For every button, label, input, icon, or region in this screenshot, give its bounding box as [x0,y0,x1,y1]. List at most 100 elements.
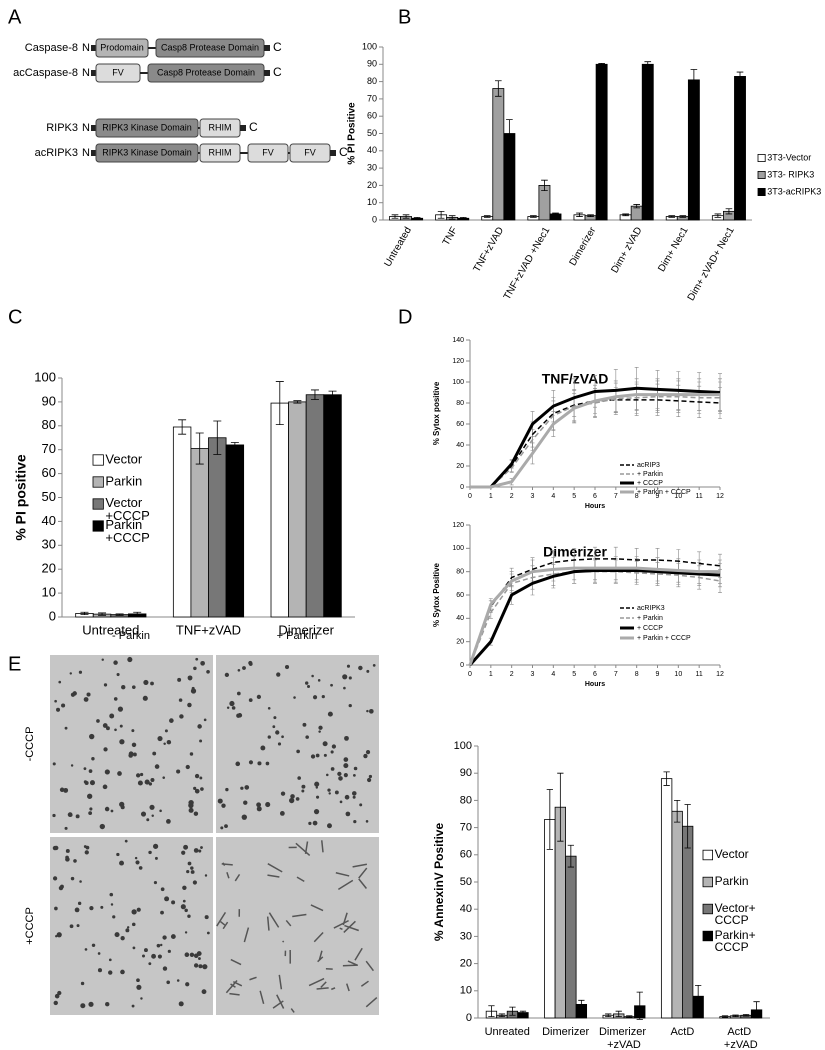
panel-label: B [398,6,411,28]
error-bar [328,390,337,399]
cell [278,974,283,990]
y-axis-label: % PI Positive [347,102,358,165]
y-tick-label: 60 [367,111,377,121]
error-bar [402,214,410,219]
cell [141,954,146,958]
x-tick-label: 11 [696,493,703,500]
cell [289,797,295,804]
legend-label: Vector +CCCP [105,495,149,523]
x-tick-label: 2 [510,671,514,678]
cell [310,754,316,759]
n-terminus: N [82,67,90,79]
cell [166,739,172,745]
x-tick-label: 5 [572,671,576,678]
cell [267,706,271,710]
y-tick-label: 100 [34,369,56,384]
legend-swatch [92,520,104,532]
cell [242,666,246,670]
cell [52,813,56,818]
cell [84,850,89,855]
cell [321,695,325,699]
cell [80,1003,86,1009]
x-tick-label: 7 [614,493,618,500]
cell [266,916,270,931]
y-tick-label: 50 [42,489,56,504]
cell [184,931,188,934]
cell [188,677,192,681]
construct-name: acCaspase-8 [13,67,78,79]
cell [59,884,64,889]
cell [366,669,370,673]
cell [183,844,189,850]
error-bar [725,208,733,215]
legend-label: 3T3-acRIPK3 [767,186,821,196]
y-tick-label: 140 [452,337,464,344]
cell [74,907,80,913]
cell [188,799,194,806]
bar [682,825,694,1019]
cell [315,753,320,758]
cell [305,681,309,685]
legend-label: acRIP3 [637,462,660,469]
cell [316,987,329,990]
cell [311,674,314,678]
cell [199,776,203,780]
cell [190,688,197,694]
error-bar [576,212,583,217]
legend-label: 3T3-Vector [767,152,811,162]
cell [365,820,369,823]
cell [293,696,296,699]
micrograph-row: -CCCP [24,727,36,762]
cell [312,820,318,826]
error-bar [567,844,575,868]
y-tick-label: 20 [460,958,472,970]
bar [208,437,227,618]
x-tick-label: TNF+zVAD [176,622,241,637]
x-tick-label: 4 [551,671,555,678]
cell [267,735,271,739]
y-tick-label: 90 [460,767,472,779]
construct-name: acRIPK3 [35,147,78,159]
cell [119,860,124,866]
error-bar [195,432,204,465]
y-tick-label: 40 [460,903,472,915]
cell [342,674,348,680]
y-tick-label: 100 [362,41,377,51]
cell [126,926,130,929]
cell [231,706,236,710]
cell [224,824,228,829]
y-tick-label: 20 [367,180,377,190]
legend-label: Parkin [715,874,749,888]
cell [134,856,138,860]
bar [660,778,673,1019]
x-axis-label: Hours [585,503,605,510]
cell [125,928,130,933]
y-tick-label: 30 [42,537,56,552]
cell [136,984,142,990]
cell [53,1000,58,1006]
cell [190,870,195,874]
cell [79,880,82,883]
cell [330,750,334,754]
cell [56,707,61,712]
cell [88,769,93,773]
cell [151,953,156,959]
cell [331,744,337,749]
legend-swatch [702,876,714,888]
cell [162,935,167,940]
cell [276,672,281,677]
terminus-cap [91,70,96,76]
construct-name: Caspase-8 [25,42,78,54]
terminus-cap [330,150,336,156]
cell [305,735,309,739]
y-tick-label: 0 [372,214,377,224]
cell [347,960,358,966]
cell [108,970,113,975]
cell [216,911,227,927]
cell [316,795,320,799]
legend-label: acRIPK3 [637,605,665,612]
cell [358,665,363,671]
cell [328,792,331,795]
legend-label: Parkin +CCCP [105,517,149,545]
x-tick-label: 9 [656,493,660,500]
